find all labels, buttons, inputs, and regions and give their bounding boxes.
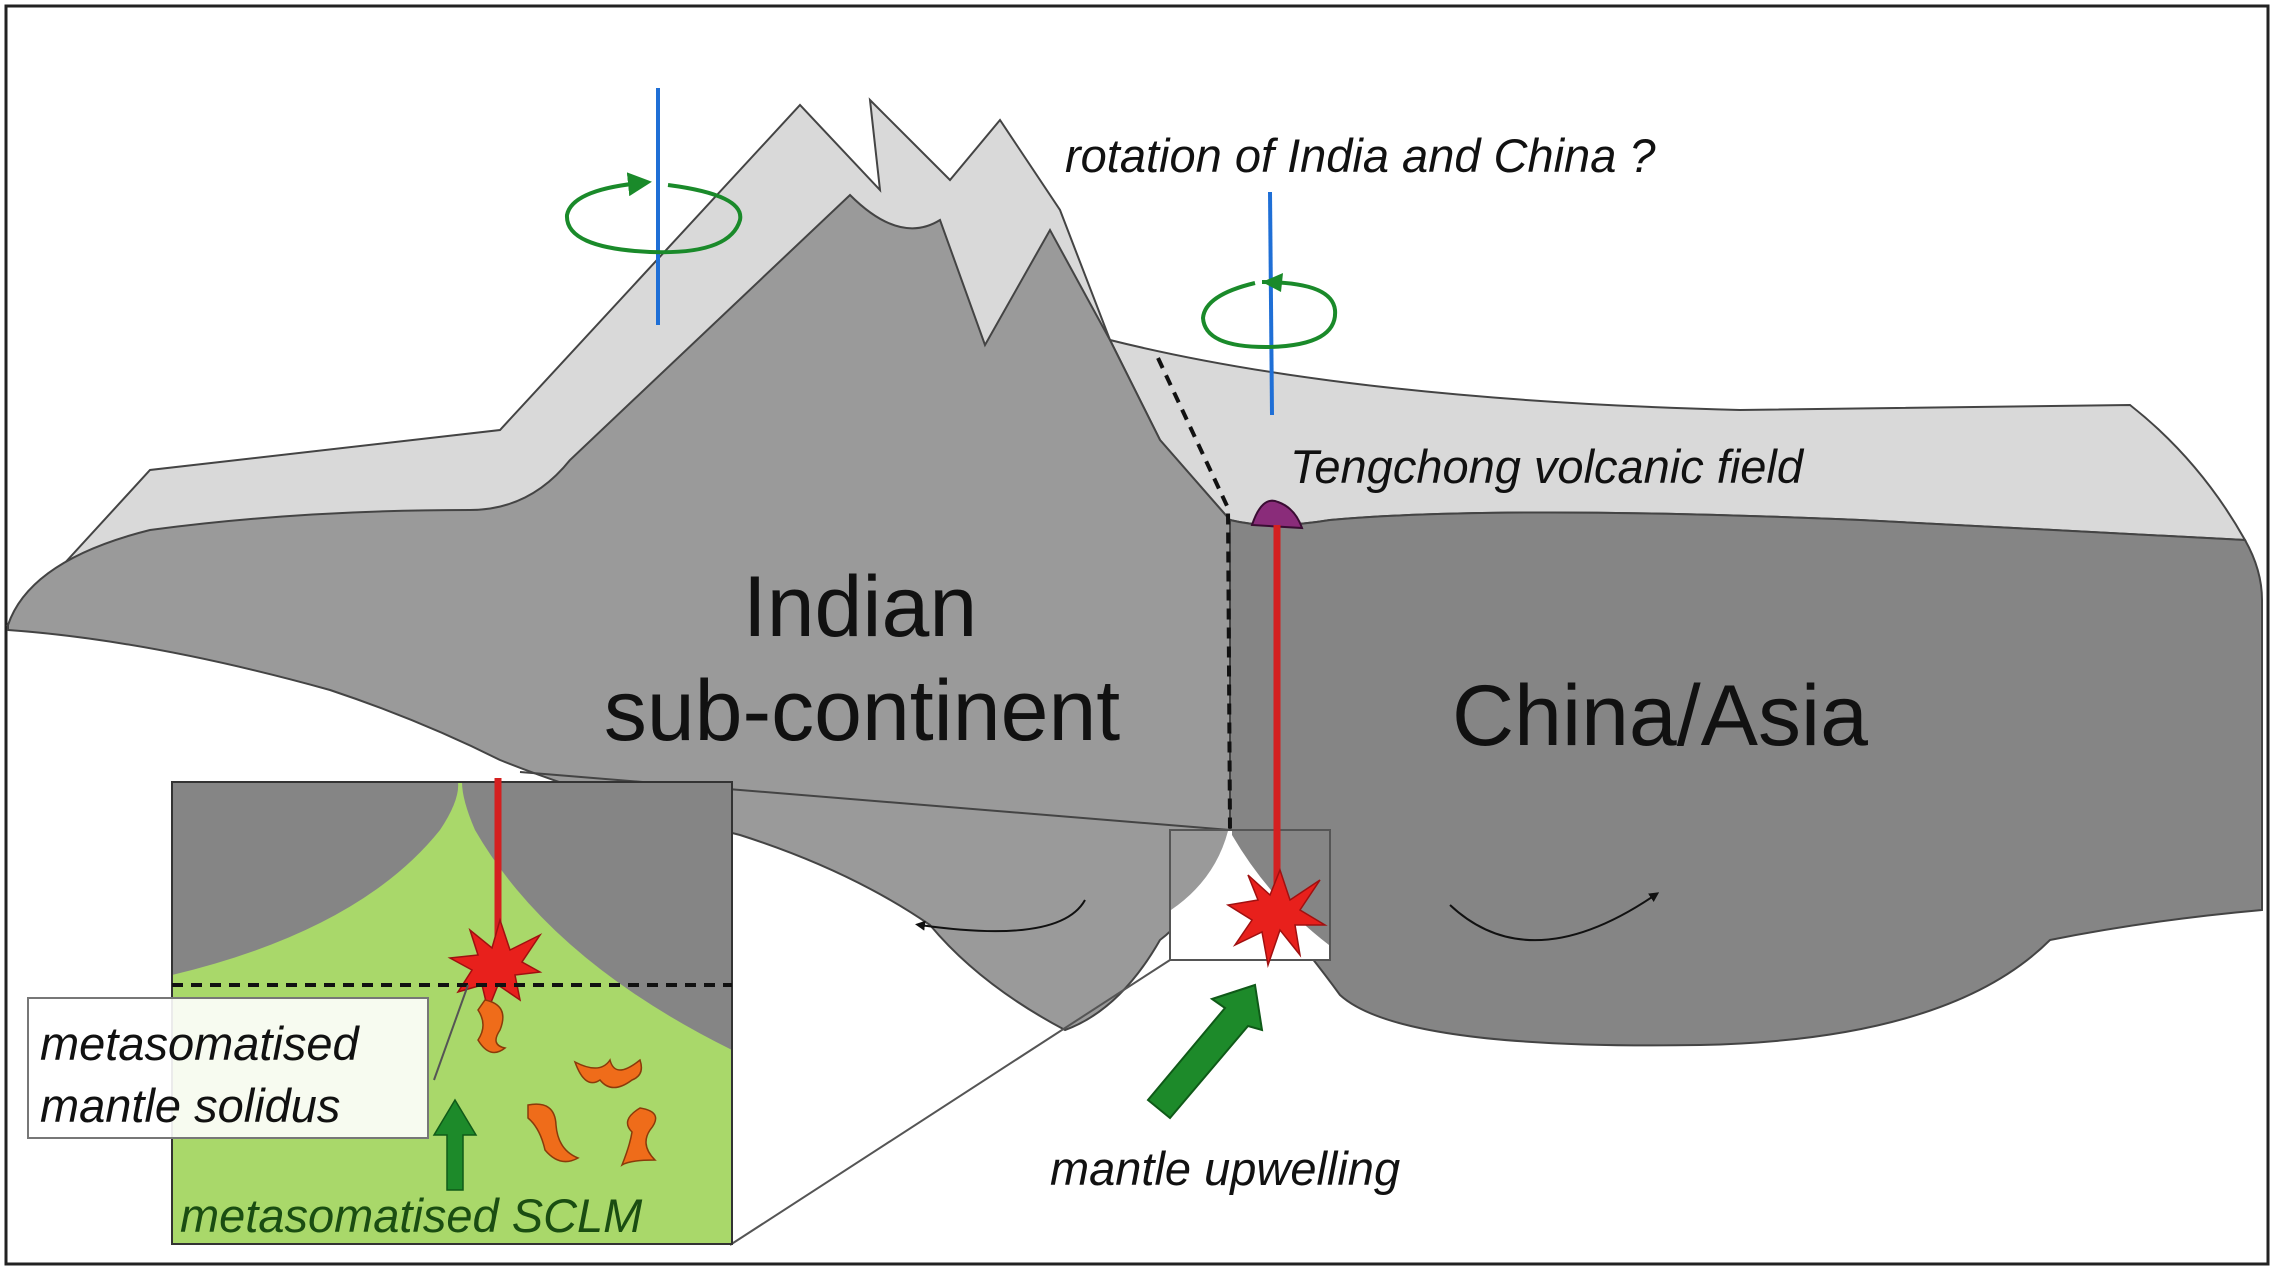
melt-blob-icon — [620, 1107, 657, 1167]
rotation-china — [1200, 191, 1338, 416]
inset-right-plate — [462, 782, 732, 1050]
indian-plate-body — [7, 193, 1231, 1032]
volcano-icon — [1250, 499, 1304, 530]
inset-left-plate — [172, 782, 459, 975]
indian-label-line2: sub-continent — [604, 663, 1120, 759]
rotation-arrow-india-icon — [564, 172, 743, 255]
china-label: China/Asia — [1452, 668, 1868, 764]
solidus-label-line1: metasomatised — [40, 1017, 361, 1070]
solidus-label-box — [27, 997, 429, 1139]
rotation-axis-china — [1268, 191, 1274, 416]
zoom-box-outline — [1169, 829, 1331, 961]
melt-blob-icon — [527, 1103, 580, 1163]
figure-frame — [4, 4, 2270, 1266]
rotation-arrow-china-head — [1262, 273, 1283, 292]
melt-blob-icon — [573, 1058, 643, 1089]
solidus-leader-line — [433, 984, 469, 1081]
china-plate — [1108, 338, 2263, 1047]
sclm-label: metasomatised SCLM — [180, 1189, 643, 1242]
tengchong-label: Tengchong volcanic field — [1290, 440, 1805, 493]
indian-plate — [5, 97, 1231, 1032]
rotation-india — [564, 88, 743, 325]
china-plate-body — [1229, 511, 2263, 1047]
mantle-upwelling-label: mantle upwelling — [1050, 1142, 1400, 1195]
mantle-flow-arrow-right — [1449, 892, 1660, 941]
indian-label-line1: Indian — [743, 559, 977, 655]
rotation-label: rotation of India and China ? — [1065, 129, 1656, 182]
solidus-label-line2: mantle solidus — [40, 1079, 340, 1132]
melt-blob-icon — [477, 999, 507, 1054]
melt-starburst-icon — [1225, 867, 1328, 968]
inset-projection-line — [729, 959, 1171, 1246]
upwelling-arrow-icon — [1146, 983, 1264, 1120]
mantle-flow-arrow-left — [915, 899, 1086, 933]
inset-upwelling-arrow-icon — [432, 1098, 478, 1191]
zoom-box-left-plate — [1171, 831, 1228, 910]
inset-panel — [27, 778, 733, 1245]
suture-dashed-line — [1156, 357, 1232, 831]
rotation-arrow-china-icon — [1200, 280, 1338, 350]
